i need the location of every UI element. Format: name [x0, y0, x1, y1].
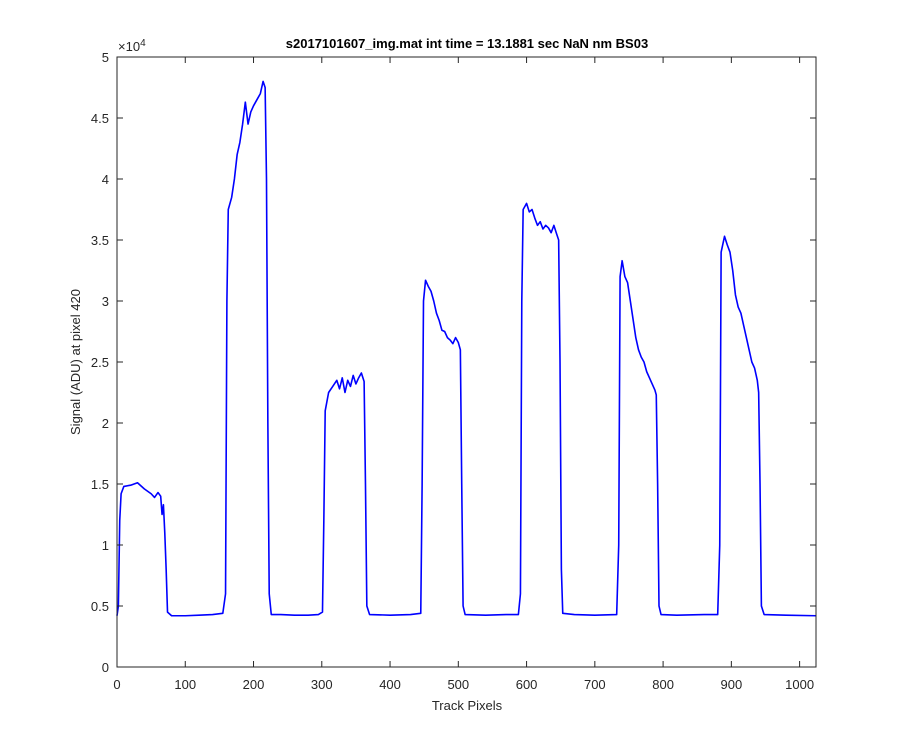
y-tick-label: 0.5: [91, 599, 109, 614]
y-exponent-power: 4: [140, 38, 146, 49]
y-tick-label: 1.5: [91, 477, 109, 492]
y-tick-label: 0: [102, 660, 109, 675]
plot-area: [116, 80, 817, 617]
y-tick-label: 4: [102, 172, 109, 187]
y-tick-label: 3.5: [91, 233, 109, 248]
x-tick-label: 400: [379, 677, 401, 692]
x-tick-label: 100: [174, 677, 196, 692]
y-tick-label: 2.5: [91, 355, 109, 370]
x-tick-label: 0: [113, 677, 120, 692]
chart-title: s2017101607_img.mat int time = 13.1881 s…: [286, 36, 648, 51]
x-tick-label: 800: [652, 677, 674, 692]
y-tick-label: 3: [102, 294, 109, 309]
y-exponent-base: ×10: [118, 39, 140, 54]
y-axis-label: Signal (ADU) at pixel 420: [68, 289, 83, 435]
axes-box: [116, 56, 817, 668]
y-tick-label: 2: [102, 416, 109, 431]
x-tick-label: 1000: [785, 677, 814, 692]
y-tick-label: 4.5: [91, 111, 109, 126]
y-tick-label: 5: [102, 50, 109, 65]
x-axis-ticks: 0 100 200 300 400 500 600 700 800 900 1000: [113, 57, 814, 692]
x-tick-label: 900: [721, 677, 743, 692]
x-tick-label: 300: [311, 677, 333, 692]
x-tick-label: 500: [447, 677, 469, 692]
x-tick-label: 200: [243, 677, 265, 692]
y-tick-label: 1: [102, 538, 109, 553]
y-axis-ticks: 0 0.5 1 1.5 2 2.5 3 3.5 4 4.5 5: [91, 50, 816, 675]
x-axis-label: Track Pixels: [432, 698, 503, 713]
x-tick-label: 600: [516, 677, 538, 692]
series-line-0: [116, 80, 817, 617]
y-exponent-label: ×104: [118, 38, 146, 54]
x-tick-label: 700: [584, 677, 606, 692]
